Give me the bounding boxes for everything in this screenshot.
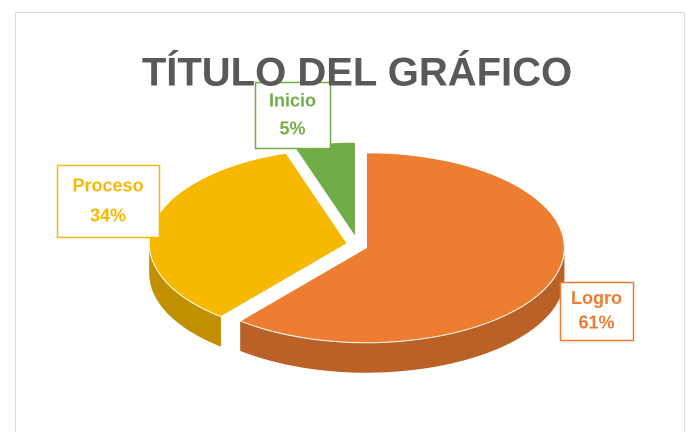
data-label-value: 34% [90,206,126,226]
data-label-category: Logro [571,288,622,308]
data-label-value: 61% [578,313,614,333]
slice-top [239,152,565,344]
slice-side [149,243,221,347]
data-label-category: Inicio [269,91,316,111]
data-label-box [254,81,332,150]
slice-side-shade [240,247,565,373]
data-label-value: 5% [279,118,305,138]
data-label-category: Proceso [72,175,143,195]
chart-title: TÍTULO DEL GRÁFICO [142,50,572,95]
chart-border [15,12,685,432]
data-label-box [559,281,635,342]
slice-side-shade [149,243,221,347]
pie [148,141,565,373]
data-label-box [56,164,161,239]
slice [239,152,565,373]
slice-side [240,247,565,373]
